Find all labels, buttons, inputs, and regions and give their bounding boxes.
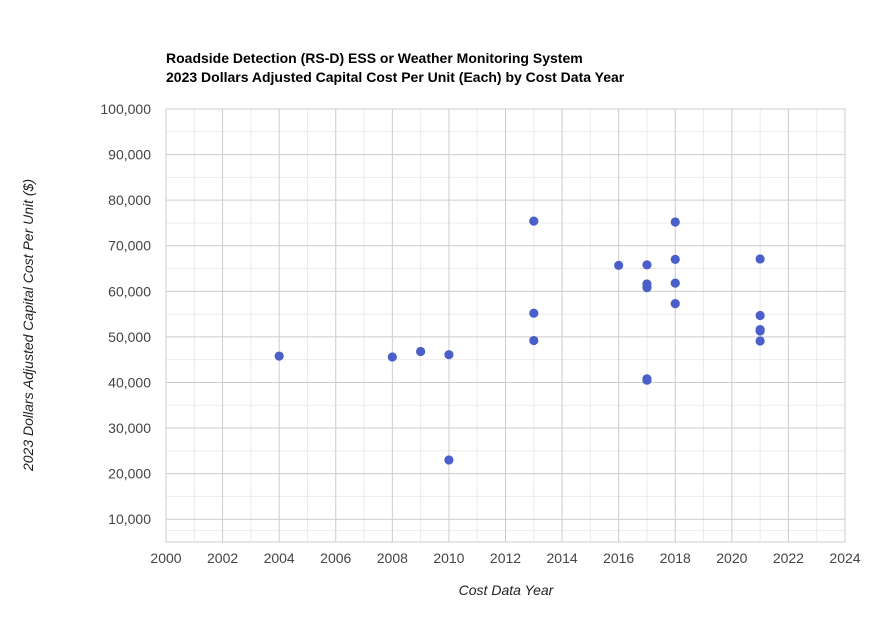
y-tick-label: 40,000 [108, 374, 151, 390]
data-point [670, 254, 680, 265]
x-tick-label: 2004 [264, 550, 295, 566]
data-point [755, 326, 765, 336]
data-point [670, 299, 680, 309]
data-point [387, 352, 397, 362]
data-point [444, 350, 454, 360]
data-point [274, 351, 284, 361]
data-point [755, 254, 765, 264]
data-point [444, 455, 454, 465]
data-points [274, 216, 765, 465]
y-tick-label: 60,000 [108, 283, 151, 299]
x-tick-label: 2024 [829, 550, 860, 566]
y-tick-label: 100,000 [100, 101, 151, 117]
x-tick-label: 2014 [547, 550, 578, 566]
y-tick-label: 90,000 [108, 147, 151, 163]
data-point [670, 217, 680, 227]
y-axis-label: 2023 Dollars Adjusted Capital Cost Per U… [20, 179, 36, 472]
x-tick-label: 2006 [320, 550, 351, 566]
chart-title: Roadside Detection (RS-D) ESS or Weather… [166, 50, 583, 66]
chart-subtitle: 2023 Dollars Adjusted Capital Cost Per U… [166, 69, 625, 85]
x-tick-label: 2012 [490, 550, 521, 566]
grid [165, 108, 846, 542]
data-point [529, 308, 539, 318]
x-tick-label: 2000 [150, 550, 181, 566]
axis-ticks: 2000 2002 2004 2006 2008 2010 2012 2014 2016 2018… [100, 101, 860, 566]
y-tick-label: 70,000 [108, 238, 151, 254]
x-tick-label: 2016 [603, 550, 634, 566]
data-point [416, 346, 426, 357]
data-point [642, 260, 652, 270]
x-axis-label: Cost Data Year [459, 582, 555, 598]
y-tick-label: 50,000 [108, 329, 151, 345]
data-point [614, 260, 624, 270]
data-point [529, 335, 539, 346]
data-point [755, 310, 765, 321]
x-tick-label: 2010 [433, 550, 464, 566]
x-tick-label: 2022 [773, 550, 804, 566]
data-point [670, 278, 680, 288]
data-point [642, 375, 652, 385]
data-point [529, 216, 539, 226]
x-tick-label: 2002 [207, 550, 238, 566]
data-point [755, 336, 765, 346]
y-tick-label: 80,000 [108, 192, 151, 208]
data-point [642, 283, 652, 293]
x-tick-label: 2018 [660, 550, 691, 566]
y-tick-label: 20,000 [108, 466, 151, 482]
x-tick-label: 2008 [377, 550, 408, 566]
y-tick-label: 10,000 [108, 511, 151, 527]
x-tick-label: 2020 [716, 550, 747, 566]
plot-area [165, 108, 846, 543]
y-tick-label: 30,000 [108, 420, 151, 436]
